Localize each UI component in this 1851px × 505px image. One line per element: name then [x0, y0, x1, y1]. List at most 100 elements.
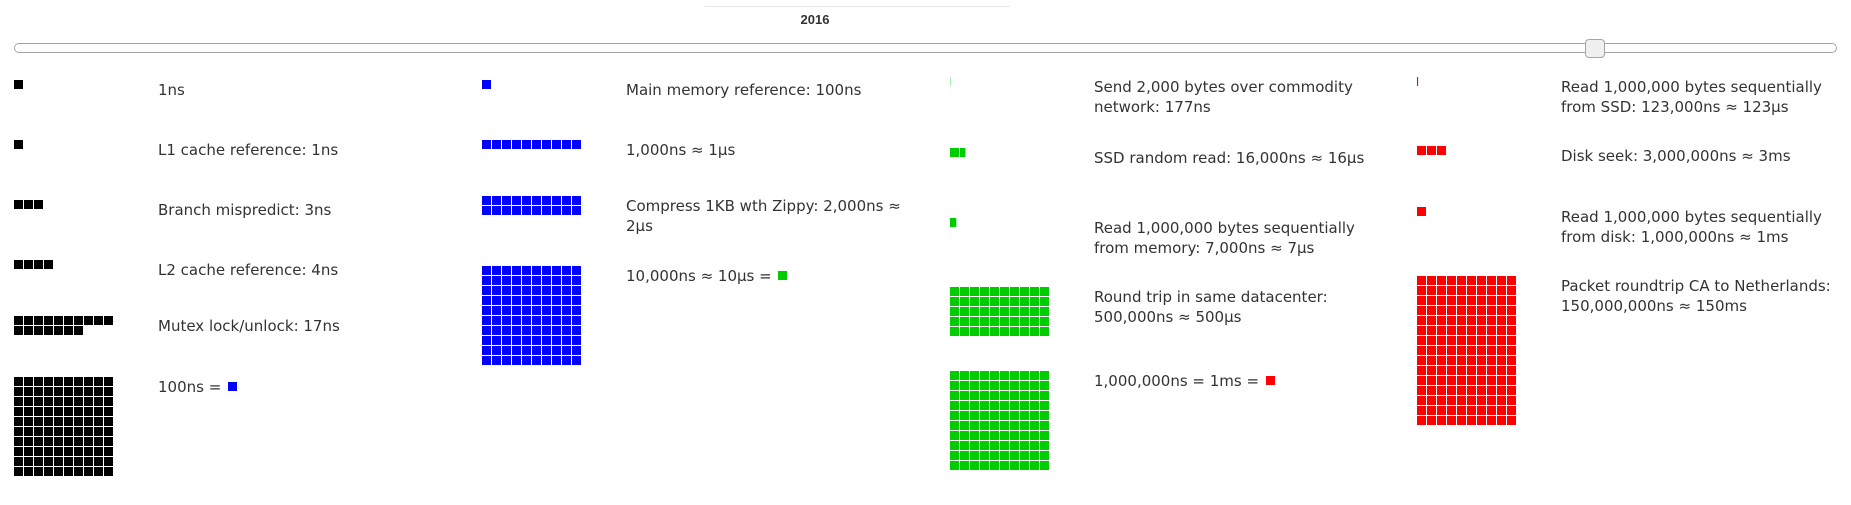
latency-square — [1457, 416, 1466, 425]
latency-square — [960, 307, 969, 316]
latency-square — [14, 427, 23, 436]
latency-square — [84, 427, 93, 436]
latency-square — [54, 467, 63, 476]
latency-square — [1417, 316, 1426, 325]
latency-square — [1030, 441, 1039, 450]
latency-square — [104, 397, 113, 406]
latency-text: 1,000,000ns = 1ms = — [1094, 372, 1264, 390]
latency-square — [512, 356, 521, 365]
latency-square — [1030, 431, 1039, 440]
latency-square — [522, 206, 531, 215]
latency-square — [54, 387, 63, 396]
latency-square — [960, 421, 969, 430]
year-slider-thumb[interactable] — [1585, 39, 1605, 58]
latency-square — [1010, 451, 1019, 460]
latency-square — [1457, 386, 1466, 395]
latency-square — [64, 316, 73, 325]
latency-label: 100ns = — [158, 377, 458, 397]
latency-square — [980, 381, 989, 390]
latency-square — [64, 377, 73, 386]
latency-square — [1507, 286, 1516, 295]
latency-square — [1437, 286, 1446, 295]
latency-square — [542, 276, 551, 285]
latency-square — [990, 401, 999, 410]
latency-text: Compress 1KB wth Zippy: 2,000ns ≈ 2μs — [626, 197, 901, 235]
year-slider-track[interactable] — [14, 43, 1837, 53]
latency-square — [34, 407, 43, 416]
latency-square — [1417, 416, 1426, 425]
latency-square — [14, 467, 23, 476]
latency-square — [552, 296, 561, 305]
latency-square — [562, 140, 571, 149]
latency-square — [1447, 346, 1456, 355]
latency-square — [950, 381, 959, 390]
latency-square — [1417, 296, 1426, 305]
latency-square — [562, 306, 571, 315]
latency-square — [34, 437, 43, 446]
latency-square — [1497, 276, 1506, 285]
latency-square — [502, 336, 511, 345]
latency-square — [1000, 287, 1009, 296]
latency-square — [74, 467, 83, 476]
latency-square — [990, 421, 999, 430]
latency-square — [502, 296, 511, 305]
latency-square — [14, 417, 23, 426]
latency-square — [970, 411, 979, 420]
latency-grid — [1417, 77, 1419, 86]
latency-square — [522, 316, 531, 325]
latency-square — [1507, 336, 1516, 345]
latency-square — [990, 461, 999, 470]
latency-label: Branch mispredict: 3ns — [158, 200, 458, 220]
latency-square — [14, 316, 23, 325]
latency-square — [1040, 327, 1049, 336]
latency-square — [522, 306, 531, 315]
latency-label: Send 2,000 bytes over commodity network:… — [1094, 77, 1394, 117]
latency-square — [502, 276, 511, 285]
latency-square — [572, 306, 581, 315]
latency-square — [970, 381, 979, 390]
latency-grid — [482, 266, 581, 365]
latency-square — [1417, 306, 1426, 315]
latency-square — [532, 196, 541, 205]
latency-square — [522, 276, 531, 285]
latency-text: L1 cache reference: 1ns — [158, 141, 339, 159]
latency-square — [522, 266, 531, 275]
latency-square — [1467, 356, 1476, 365]
latency-square — [1040, 287, 1049, 296]
latency-square — [532, 306, 541, 315]
latency-text: 10,000ns ≈ 10μs = — [626, 267, 777, 285]
latency-square — [1437, 346, 1446, 355]
latency-square — [482, 356, 491, 365]
latency-square — [1507, 386, 1516, 395]
latency-square — [84, 397, 93, 406]
latency-square — [1020, 461, 1029, 470]
latency-square — [1507, 296, 1516, 305]
latency-square — [74, 387, 83, 396]
latency-square — [34, 387, 43, 396]
latency-square — [1477, 396, 1486, 405]
latency-square — [512, 276, 521, 285]
latency-label: Read 1,000,000 bytes sequentially from m… — [1094, 218, 1394, 258]
latency-square — [502, 266, 511, 275]
latency-square — [94, 467, 103, 476]
latency-square — [572, 140, 581, 149]
latency-square — [1447, 406, 1456, 415]
latency-square — [94, 417, 103, 426]
latency-square — [1487, 376, 1496, 385]
latency-square — [1447, 356, 1456, 365]
latency-square — [572, 316, 581, 325]
latency-square — [562, 316, 571, 325]
latency-square — [532, 346, 541, 355]
latency-square — [482, 286, 491, 295]
latency-square — [1467, 376, 1476, 385]
latency-square — [512, 196, 521, 205]
latency-square — [1437, 396, 1446, 405]
latency-square — [34, 417, 43, 426]
latency-square — [94, 316, 103, 325]
latency-square — [1447, 416, 1456, 425]
latency-square — [74, 417, 83, 426]
latency-square — [1507, 376, 1516, 385]
latency-square — [1467, 366, 1476, 375]
latency-square — [74, 457, 83, 466]
latency-square — [482, 306, 491, 315]
